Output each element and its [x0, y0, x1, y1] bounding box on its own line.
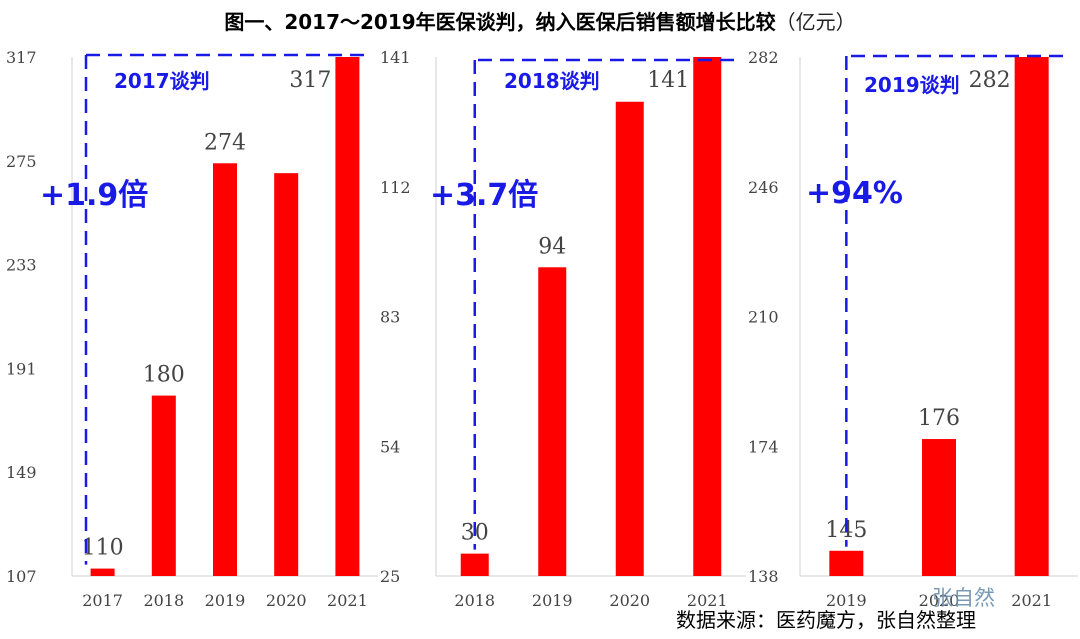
y-tick-label: 149	[6, 463, 37, 482]
y-tick-label: 112	[380, 178, 411, 197]
x-tick-label: 2020	[919, 591, 960, 610]
data-label: 282	[969, 68, 1011, 93]
data-label: 180	[143, 363, 185, 388]
x-tick-label: 2019	[532, 591, 573, 610]
negotiation-label: 2018谈判	[504, 69, 600, 93]
y-tick-label: 107	[6, 567, 37, 586]
watermark: 张自然	[932, 586, 995, 610]
y-tick-label: 317	[6, 48, 37, 67]
data-label: 274	[204, 130, 246, 155]
bar	[90, 568, 115, 576]
y-tick-label: 191	[6, 359, 37, 378]
x-tick-label: 2021	[327, 591, 368, 610]
bar	[335, 57, 360, 576]
y-tick-label: 210	[748, 308, 779, 327]
x-tick-label: 2021	[687, 591, 728, 610]
chart-title-main: 图一、2017～2019年医保谈判，纳入医保后销售额增长比较	[224, 10, 776, 34]
bar	[922, 439, 956, 576]
data-label: 317	[289, 68, 331, 93]
x-tick-label: 2020	[609, 591, 650, 610]
bar	[460, 553, 489, 576]
bar	[693, 57, 722, 576]
growth-label: +1.9倍	[40, 178, 148, 213]
data-label: 141	[647, 68, 689, 93]
bar	[615, 101, 644, 576]
source-note: 数据来源：医药魔方，张自然整理	[676, 608, 976, 632]
x-tick-label: 2018	[454, 591, 495, 610]
x-tick-label: 2020	[266, 591, 307, 610]
y-tick-label: 275	[6, 152, 37, 171]
y-tick-label: 25	[380, 567, 400, 586]
y-tick-label: 282	[748, 48, 779, 67]
y-tick-label: 141	[380, 48, 411, 67]
negotiation-label: 2017谈判	[114, 69, 210, 93]
x-tick-label: 2019	[205, 591, 246, 610]
data-label: 110	[82, 536, 124, 561]
bar	[151, 395, 176, 576]
y-tick-label: 83	[380, 308, 400, 327]
x-tick-label: 2018	[143, 591, 184, 610]
x-tick-label: 2017	[82, 591, 123, 610]
x-tick-label: 2021	[1011, 591, 1052, 610]
bar	[1014, 57, 1049, 576]
bar	[274, 173, 299, 576]
y-tick-label: 174	[748, 437, 779, 456]
y-tick-label: 138	[748, 567, 779, 586]
y-tick-label: 246	[748, 178, 779, 197]
chart-title-unit: （亿元）	[775, 10, 856, 34]
data-label: 94	[538, 234, 566, 259]
growth-label: +3.7倍	[430, 178, 538, 213]
bar	[538, 267, 567, 576]
chart-title: 图一、2017～2019年医保谈判，纳入医保后销售额增长比较（亿元）	[0, 6, 1080, 35]
bar	[829, 550, 864, 576]
x-tick-label: 2019	[826, 591, 867, 610]
bar	[213, 163, 237, 576]
y-tick-label: 233	[6, 256, 37, 275]
growth-label: +94%	[806, 176, 903, 211]
y-tick-label: 54	[380, 437, 400, 456]
data-label: 176	[918, 406, 960, 431]
negotiation-label: 2019谈判	[864, 73, 960, 97]
